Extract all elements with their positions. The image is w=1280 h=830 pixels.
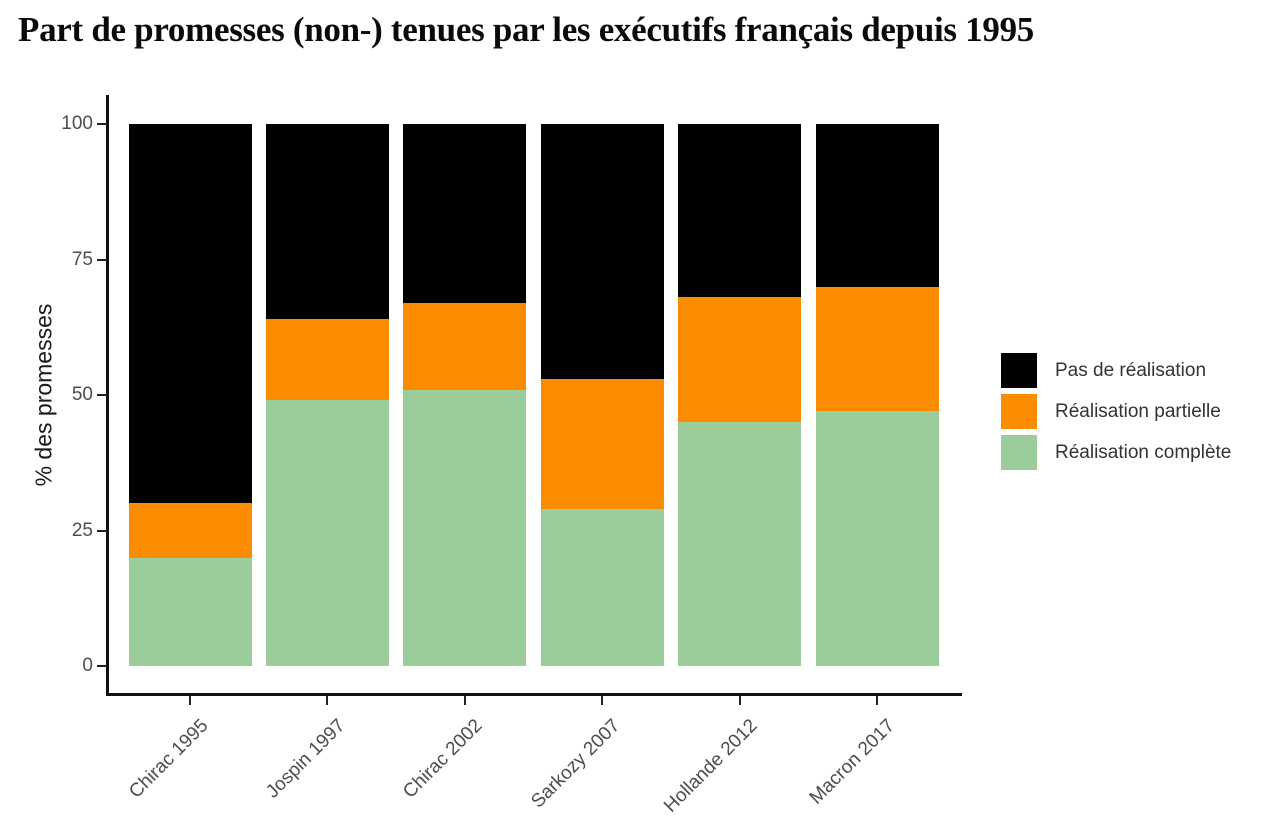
- x-tick-mark: [189, 696, 191, 705]
- bar-segment: [815, 411, 939, 666]
- bar-segment: [678, 297, 802, 423]
- bar-segment: [128, 557, 252, 666]
- x-category-label-text: Sarkozy 2007: [527, 715, 625, 813]
- x-category-label-text: Jospin 1997: [262, 715, 350, 803]
- x-category-label-text: Chirac 1995: [124, 715, 213, 803]
- x-tick-mark: [876, 696, 878, 705]
- legend-swatch: [1001, 394, 1037, 429]
- legend-swatch: [1001, 353, 1037, 388]
- y-tick-label: 0: [82, 655, 93, 676]
- bar-segment: [540, 124, 664, 379]
- x-tick-mark: [326, 696, 329, 705]
- bar-segment: [128, 503, 252, 558]
- bar-segment: [265, 400, 389, 666]
- x-tick-mark: [601, 696, 604, 705]
- bar-segment: [403, 124, 527, 303]
- bar-segment: [540, 508, 664, 666]
- legend-item: Réalisation complète: [1001, 435, 1231, 470]
- bar-segment: [815, 124, 939, 287]
- x-category-label-text: Macron 2017: [805, 715, 900, 809]
- legend-swatch: [1001, 435, 1037, 470]
- bar-segment: [265, 319, 389, 401]
- x-tick-mark: [738, 696, 741, 705]
- legend-item: Pas de réalisation: [1001, 353, 1231, 388]
- legend-label: Réalisation partielle: [1055, 400, 1221, 422]
- y-axis-line: [106, 95, 109, 696]
- y-tick-mark: [97, 394, 107, 396]
- y-tick-mark: [97, 258, 107, 261]
- y-tick-mark: [97, 665, 107, 667]
- x-tick-mark: [463, 696, 466, 705]
- bar-segment: [403, 302, 527, 390]
- bar-segment: [678, 422, 802, 666]
- y-tick-label: 25: [71, 519, 93, 541]
- legend-label: Pas de réalisation: [1055, 359, 1207, 381]
- x-category-label-text: Hollande 2012: [660, 715, 762, 817]
- y-tick-label: 75: [71, 248, 93, 270]
- legend: Pas de réalisation Réalisation partielle R…: [1001, 353, 1231, 476]
- chart-title: Part de promesses (non-) tenues par les …: [18, 10, 1034, 49]
- bar-segment: [265, 124, 389, 320]
- y-tick-mark: [97, 529, 107, 532]
- bar-segment: [540, 378, 664, 509]
- bar-segment: [128, 124, 252, 504]
- legend-label: Réalisation complète: [1055, 441, 1232, 463]
- y-tick-mark: [97, 123, 107, 125]
- y-tick-label: 50: [71, 384, 93, 405]
- legend-item: Réalisation partielle: [1001, 394, 1231, 429]
- x-category-label-text: Chirac 2002: [399, 715, 487, 803]
- bar-segment: [678, 124, 802, 298]
- bar-segment: [815, 286, 939, 412]
- x-axis-line: [106, 693, 962, 696]
- y-tick-label: 100: [61, 113, 93, 134]
- bar-segment: [403, 389, 527, 666]
